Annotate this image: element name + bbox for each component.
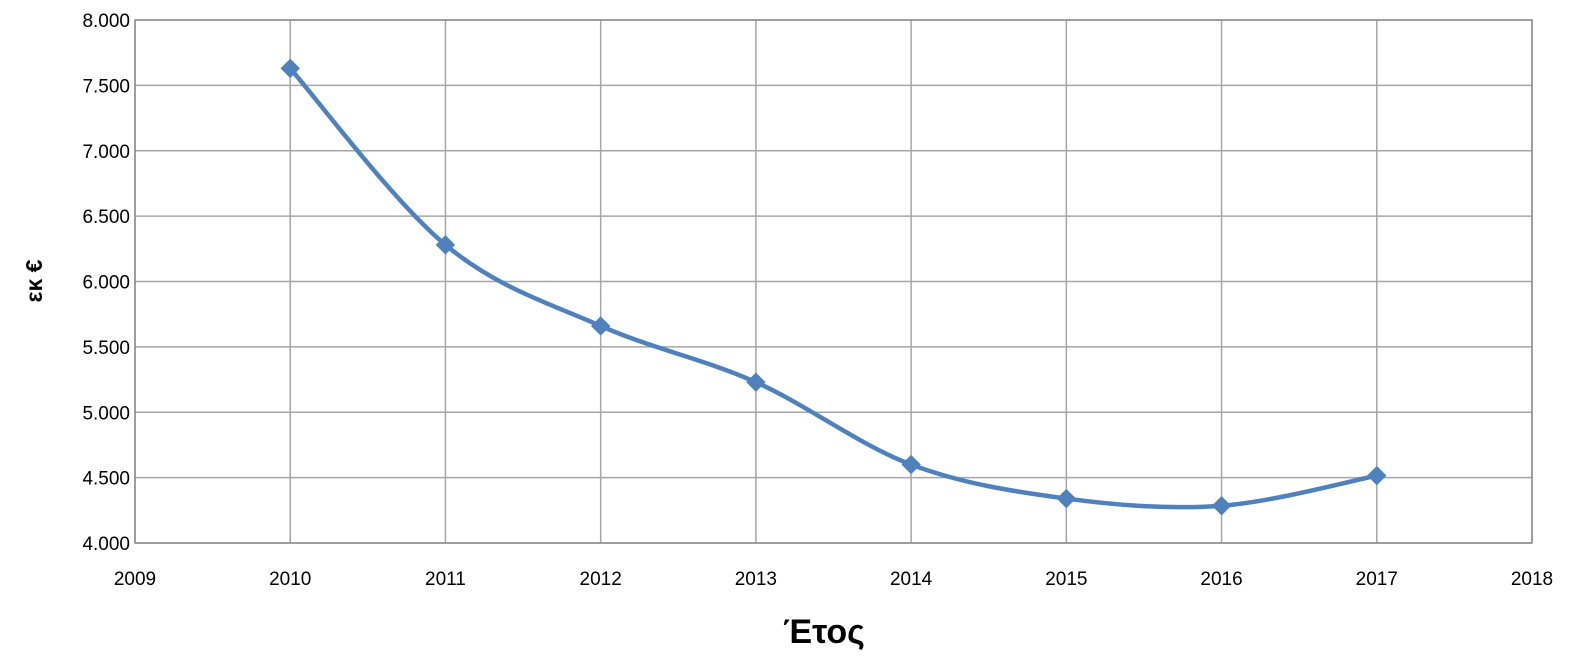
x-tick-label: 2009: [114, 569, 156, 590]
y-tick-label: 4.500: [82, 469, 130, 490]
data-point-marker: [1056, 488, 1077, 509]
y-tick-label: 7.000: [82, 142, 130, 163]
marker-layer: [280, 58, 1387, 516]
x-axis-ticks: 2009 2010 2011 2012 2013 2014 2015 2016 2017 2018: [114, 569, 1553, 590]
y-tick-label: 7.500: [82, 76, 130, 97]
x-axis-title: Έτος: [783, 613, 865, 651]
y-tick-label: 5.000: [82, 403, 130, 424]
y-tick-label: 6.000: [82, 273, 130, 294]
y-axis-title: εκ €: [21, 259, 47, 302]
y-tick-label: 5.500: [82, 338, 130, 359]
x-tick-label: 2017: [1356, 569, 1398, 590]
x-tick-label: 2014: [890, 569, 933, 590]
series-layer: [287, 66, 1380, 510]
data-point-marker: [1211, 496, 1232, 516]
x-tick-label: 2012: [580, 569, 622, 590]
x-tick-label: 2011: [425, 569, 466, 590]
data-point-marker: [280, 58, 300, 79]
series-line: [287, 66, 1380, 510]
x-tick-label: 2010: [269, 569, 311, 590]
x-tick-label: 2016: [1200, 569, 1242, 590]
data-point-marker: [590, 316, 611, 336]
y-tick-label: 4.000: [82, 534, 130, 555]
y-tick-label: 8.000: [82, 11, 130, 32]
y-axis-ticks: 4.000 4.500 5.000 5.500 6.000 6.500 7.000 7.500…: [82, 11, 130, 555]
plot-area-border: [134, 19, 1533, 544]
y-tick-label: 6.500: [82, 207, 130, 228]
data-point-marker: [746, 372, 766, 392]
x-tick-label: 2015: [1045, 569, 1087, 590]
x-tick-label: 2013: [735, 569, 777, 590]
x-tick-label: 2018: [1511, 569, 1553, 590]
grid-layer: [134, 19, 1533, 544]
data-point-marker: [435, 235, 456, 255]
data-point-marker: [901, 454, 921, 475]
data-point-marker: [1367, 465, 1387, 486]
